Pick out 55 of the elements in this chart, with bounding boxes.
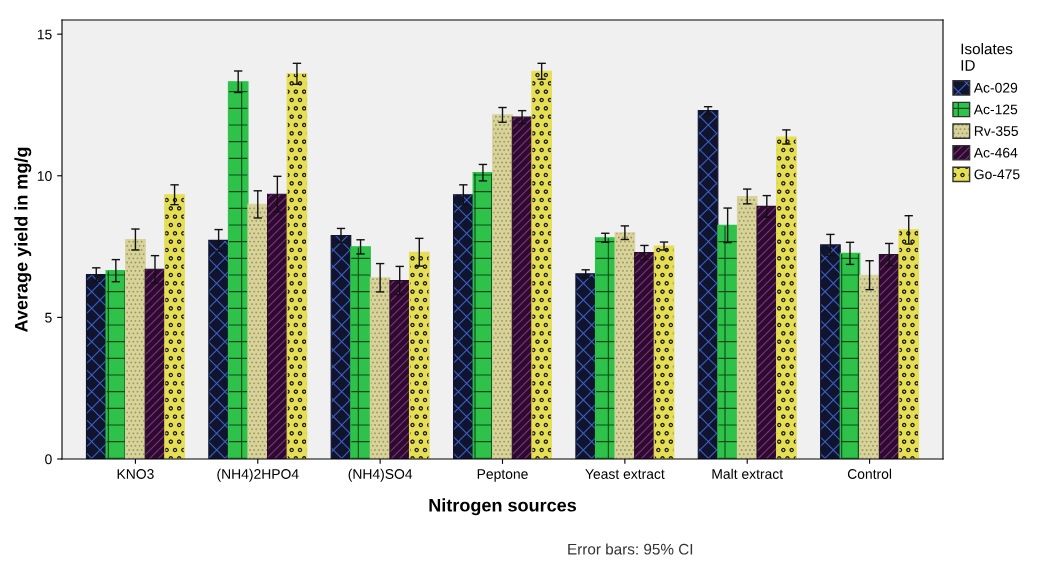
bar (820, 244, 841, 459)
legend-label: Ac-029 (973, 82, 1018, 93)
bar (330, 234, 352, 459)
x-tick-label: KNO3 (117, 469, 154, 479)
bar (408, 251, 430, 459)
bar (776, 136, 797, 459)
legend-label: Go-475 (974, 169, 1020, 180)
y-tick-label: 5 (45, 312, 52, 323)
bar (369, 277, 391, 459)
bar (227, 81, 249, 459)
bar (531, 70, 552, 459)
x-tick-label: Peptone (477, 469, 528, 482)
legend-title: Isolates ID (961, 43, 1013, 71)
y-tick-label: 15 (37, 29, 52, 40)
bar (164, 194, 185, 459)
bar (575, 273, 597, 459)
y-axis-title: Average yield in mg/g (14, 147, 32, 333)
bar (472, 172, 494, 459)
bar (492, 114, 513, 459)
x-tick-label: (NH4)SO4 (348, 468, 413, 482)
bar (105, 270, 127, 459)
bar (350, 246, 371, 459)
bar (634, 251, 655, 459)
bar (859, 274, 880, 459)
bar (389, 280, 411, 459)
text: Error bars: 95% CI (568, 543, 693, 555)
bar (286, 73, 308, 459)
legend-label: Rv-355 (974, 126, 1018, 136)
bar (594, 237, 616, 459)
bar (736, 195, 758, 459)
bar (717, 224, 738, 459)
bar (898, 229, 920, 459)
legend-label: Ac-464 (973, 147, 1018, 158)
bar (208, 239, 229, 459)
x-axis-title: Nitrogen sources (429, 498, 577, 516)
bar (267, 193, 288, 459)
bar (697, 110, 719, 459)
legend-label: Ac-125 (973, 104, 1018, 115)
bar (85, 274, 107, 459)
x-tick-label: (NH4)2HPO4 (217, 468, 299, 482)
x-tick-label: Control (847, 468, 892, 479)
x-tick-label: Malt extract (712, 468, 784, 479)
bar (144, 268, 166, 459)
y-tick-label: 0 (45, 454, 52, 465)
bar (511, 116, 533, 459)
bar (247, 203, 269, 459)
bar (125, 238, 146, 459)
y-tick-label: 10 (37, 171, 52, 181)
x-tick-label: Yeast extract (585, 469, 665, 479)
bar (453, 194, 474, 459)
bar (653, 245, 675, 459)
bar (614, 232, 636, 459)
bar (839, 252, 861, 459)
bar (756, 205, 778, 459)
bar (878, 253, 900, 459)
